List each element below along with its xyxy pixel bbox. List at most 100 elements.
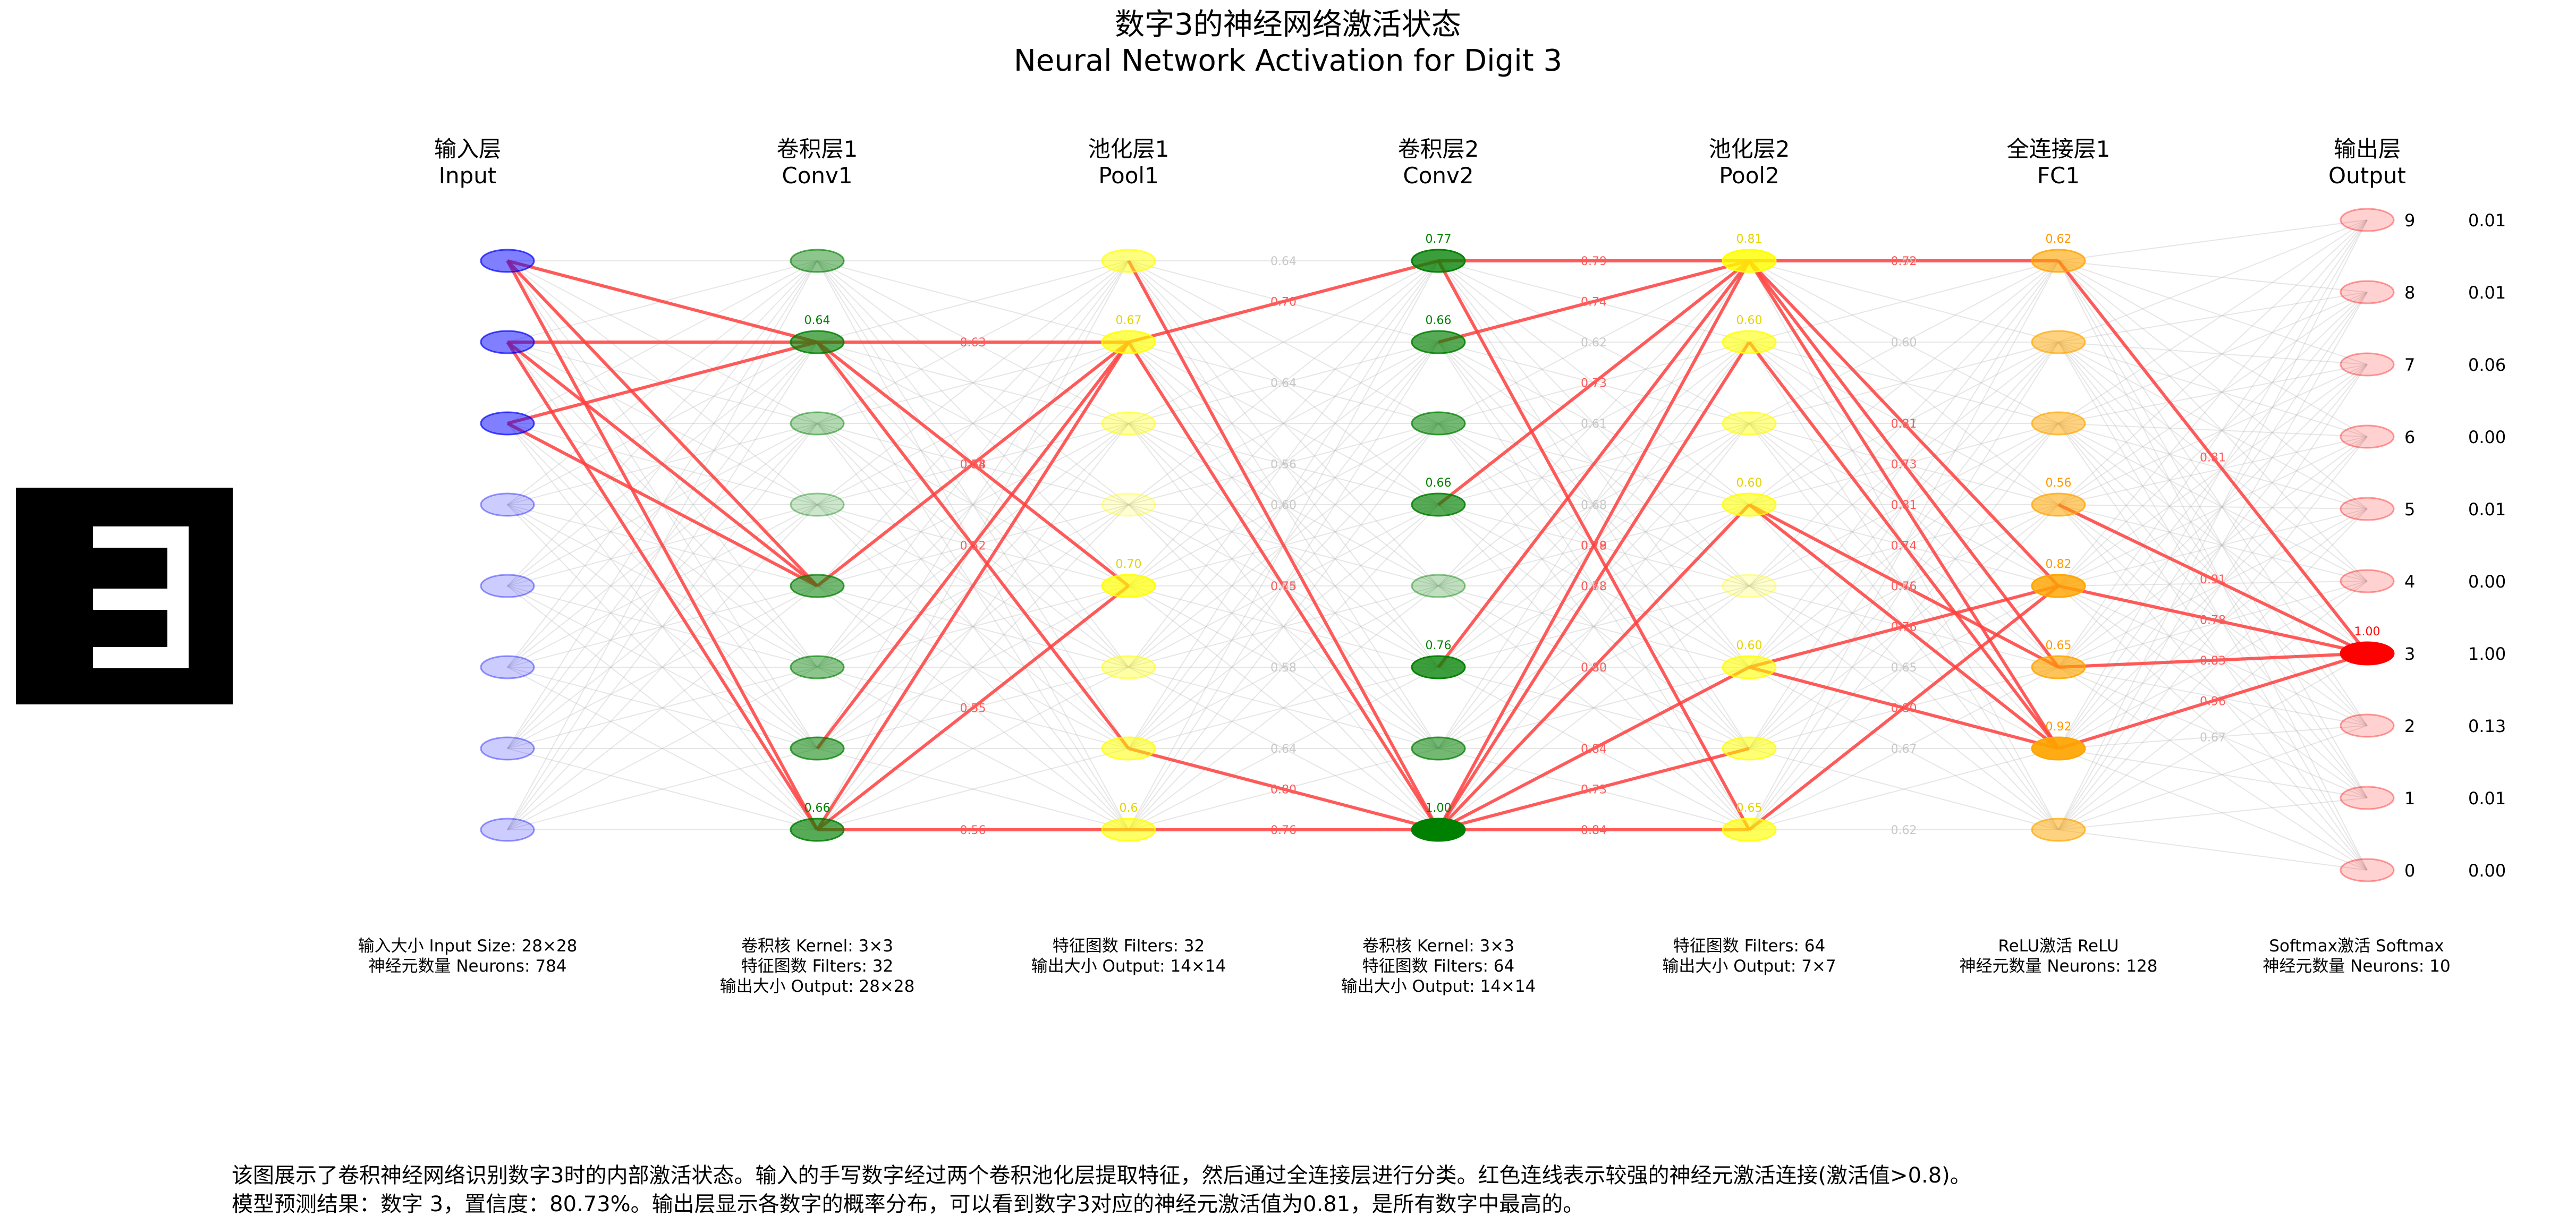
- weak-connection: [1749, 260, 2059, 343]
- output-layer-header: 输出层 Output: [2208, 136, 2527, 189]
- strong-connection-label: 0.63: [960, 336, 986, 350]
- weak-connection: [1128, 260, 1439, 505]
- pool1-neuron: [1101, 330, 1156, 354]
- layer-info-line: 神经元数量 Neurons: 10: [2263, 957, 2451, 976]
- strong-connection: [1128, 747, 1439, 831]
- weak-connection: [817, 423, 1129, 586]
- weak-connection: [817, 748, 1129, 830]
- weak-connection: [1438, 260, 1750, 424]
- weak-connection: [1128, 585, 1439, 830]
- layer-info-line: 输出大小 Output: 14×14: [1031, 957, 1226, 976]
- strong-connection-label: 0.76: [1270, 824, 1297, 837]
- strong-connection: [1437, 259, 1750, 506]
- conv1-layer-info: 卷积核 Kernel: 3×3 特征图数 Filters: 32 输出大小 Outp…: [605, 936, 1030, 997]
- weak-connection: [2058, 219, 2368, 749]
- layer-info-line: 神经元数量 Neurons: 784: [368, 957, 567, 976]
- weak-connection: [1749, 504, 2059, 830]
- input-neuron: [480, 574, 535, 598]
- weak-connection: [2058, 581, 2368, 668]
- strong-connection-label: 0.81: [1891, 418, 1917, 431]
- conv2-neuron: [1411, 655, 1466, 679]
- weak-connection: [507, 748, 818, 830]
- fc1-neuron-value: 0.56: [2046, 477, 2072, 490]
- weak-connection: [2058, 219, 2368, 261]
- pool2-neuron: [1722, 492, 1777, 517]
- strong-connection: [506, 260, 819, 831]
- pool2-neuron: [1722, 249, 1777, 273]
- weak-connection: [2058, 748, 2368, 798]
- fc1-neuron-value: 0.92: [2046, 720, 2072, 734]
- output-neuron: [2340, 713, 2395, 738]
- weak-connection: [2058, 667, 2368, 871]
- weak-connection: [1749, 260, 2059, 505]
- weak-connection: [1128, 504, 1439, 749]
- input-neuron: [480, 249, 535, 273]
- weak-connection: [2058, 219, 2368, 505]
- pool2-neuron: [1722, 330, 1777, 354]
- conv1-neuron: [790, 736, 845, 761]
- strong-connection-label: 0.78: [1581, 540, 1607, 553]
- output-neuron: [2340, 497, 2395, 521]
- conv1-neuron: [790, 492, 845, 517]
- conv1-neuron: [790, 655, 845, 679]
- weak-connection: [2058, 260, 2368, 365]
- weak-connection: [2058, 292, 2368, 424]
- output-neuron: [2340, 352, 2395, 377]
- weak-connection: [507, 585, 818, 749]
- pool2-neuron-value: 0.81: [1736, 233, 1762, 246]
- output-layer-name-en: Output: [2328, 163, 2406, 189]
- strong-connection: [1437, 260, 1751, 831]
- output-layer-name-zh: 输出层: [2333, 136, 2401, 162]
- weak-connection: [2058, 260, 2368, 871]
- strong-connection-label: 0.73: [1891, 458, 1917, 472]
- conv1-layer-name-en: Conv1: [782, 163, 853, 189]
- weak-connection: [1128, 504, 1439, 830]
- conv2-neuron: [1411, 411, 1466, 436]
- conv2-neuron: [1411, 574, 1466, 598]
- weak-connection: [2058, 423, 2368, 437]
- weak-connection-label: 0.62: [1581, 661, 1607, 675]
- weak-connection: [2058, 581, 2368, 749]
- layer-info-line: 卷积核 Kernel: 3×3: [741, 937, 893, 956]
- weak-connection: [2058, 219, 2368, 586]
- strong-connection-label: 0.56: [960, 824, 986, 837]
- weak-connection: [1438, 342, 1750, 505]
- layer-info-line: ReLU激活 ReLU: [1998, 937, 2119, 956]
- strong-connection-label: 0.76: [1891, 621, 1917, 634]
- weak-connection: [2058, 423, 2368, 509]
- weak-connection: [2058, 748, 2368, 871]
- weak-connection: [2058, 508, 2368, 586]
- weak-connection-label: 0.60: [1270, 499, 1297, 512]
- weak-connection-label: 0.65: [1891, 580, 1917, 593]
- input-layer-header: 输入层 Input: [308, 136, 627, 189]
- weak-connection: [817, 260, 1129, 586]
- weak-connection: [1128, 342, 1439, 668]
- weak-connection: [1128, 342, 1439, 586]
- layer-info-line: 特征图数 Filters: 64: [1673, 937, 1826, 956]
- weak-connection: [507, 585, 818, 668]
- weak-connection-label: 0.58: [1270, 661, 1297, 675]
- weak-connection: [1438, 342, 1750, 668]
- strong-connection: [507, 341, 818, 425]
- weak-connection: [817, 260, 1129, 343]
- strong-connection: [1437, 666, 1750, 831]
- strong-connection-label: 0.84: [1581, 824, 1607, 837]
- weak-connection: [817, 423, 1129, 830]
- input-neuron: [480, 655, 535, 679]
- connection-labels: 0.640.640.560.600.600.640.580.640.620.61…: [960, 255, 2226, 837]
- output-class-digit: 5: [2404, 499, 2415, 520]
- strong-connection-label: 0.80: [1581, 661, 1607, 675]
- weak-connection: [2058, 423, 2368, 582]
- strong-connection: [1127, 260, 1440, 831]
- conv2-layer-name-zh: 卷积层2: [1397, 136, 1479, 162]
- neuron-labels: 0.64 0.66 0.67 0.70 0.6 0.77 0.66 0.66 0.76 1.00 0…: [804, 233, 2380, 815]
- strong-connection: [506, 341, 819, 831]
- output-class-probability: 0.06: [2468, 355, 2506, 375]
- weak-connection: [817, 260, 1129, 505]
- weak-connection: [1128, 260, 1439, 505]
- weak-connection: [2058, 219, 2368, 668]
- strong-connection: [1438, 747, 1750, 831]
- weak-connection: [2058, 504, 2368, 726]
- weak-connection: [1749, 260, 2059, 505]
- weak-connection: [2058, 585, 2368, 798]
